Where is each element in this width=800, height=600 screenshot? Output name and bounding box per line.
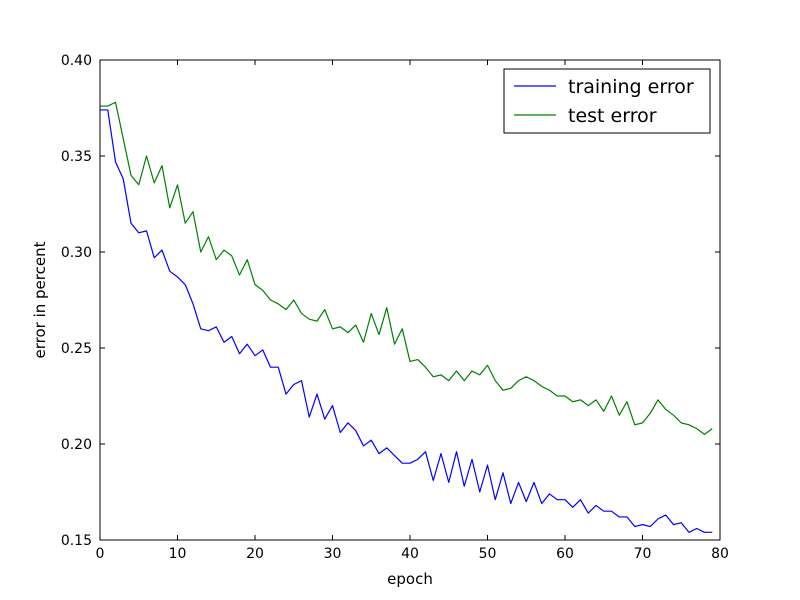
legend-label-test-error: test error <box>568 105 657 127</box>
y-tick-label: 0.25 <box>61 341 92 357</box>
y-tick-label: 0.35 <box>61 149 92 165</box>
x-tick-label: 50 <box>479 546 497 562</box>
tick-layer: 0 10 20 30 40 50 60 70 80 0.15 0.20 0.25 0.30 0.35 0.4… <box>61 53 729 562</box>
series-line-training-error <box>100 109 713 533</box>
x-tick-label: 20 <box>246 546 264 562</box>
x-tick-label: 10 <box>169 546 187 562</box>
x-tick-label: 0 <box>96 546 105 562</box>
y-tick-label: 0.15 <box>61 533 92 549</box>
y-tick-label: 0.20 <box>61 437 92 453</box>
y-tick-label: 0.30 <box>61 245 92 261</box>
x-tick-label: 40 <box>401 546 419 562</box>
series-line-test-error <box>100 101 713 435</box>
legend: training error test error <box>503 68 711 134</box>
x-tick-label: 80 <box>711 546 729 562</box>
x-tick-label: 60 <box>556 546 574 562</box>
y-tick-label: 0.40 <box>61 53 92 69</box>
x-tick-label: 70 <box>634 546 652 562</box>
series-layer <box>100 101 713 533</box>
legend-label-training-error: training error <box>568 76 694 98</box>
legend-box <box>503 68 711 134</box>
plot-background <box>100 60 720 540</box>
x-tick-label: 30 <box>324 546 342 562</box>
y-axis-label: error in percent <box>31 241 49 358</box>
x-axis-label: epoch <box>387 570 433 588</box>
